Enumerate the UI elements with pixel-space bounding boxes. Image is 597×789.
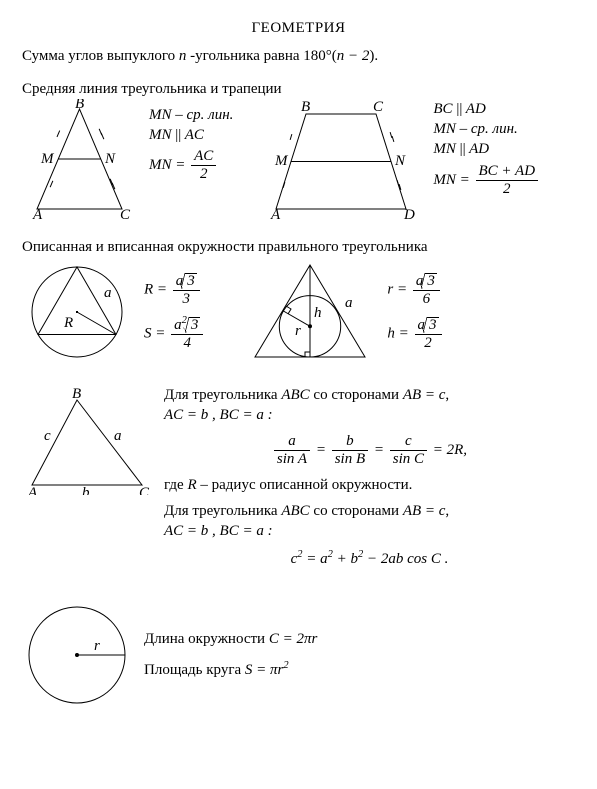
midline-section: Средняя линия треугольника и трапеции: [22, 79, 575, 219]
incircle-figure: r h a: [245, 257, 375, 367]
fraction: a3 6: [413, 273, 440, 307]
cosine-rule: c2 = a2 + b2 − 2ab cos C .: [164, 549, 575, 569]
text: Для треугольника: [164, 387, 281, 403]
text: S =: [144, 325, 169, 341]
circle-figure: r: [22, 600, 132, 710]
text: MN – ср. лин.: [433, 121, 517, 137]
svg-text:M: M: [274, 153, 289, 169]
text: MN: [149, 127, 175, 143]
text: MN =: [149, 157, 189, 173]
sides-line: AC = b , BC = a :: [164, 405, 575, 425]
expr: n − 2: [337, 48, 370, 64]
svg-text:B: B: [301, 99, 310, 115]
text: AC: [181, 127, 204, 143]
svg-text:A: A: [32, 207, 43, 219]
fraction: a3 3: [173, 273, 200, 307]
svg-text:M: M: [40, 151, 55, 167]
dot: .: [374, 48, 378, 64]
svg-text:a: a: [345, 295, 353, 311]
side: AB = c: [403, 387, 446, 403]
comma: ,: [445, 503, 449, 519]
svg-text:C: C: [139, 485, 150, 495]
svg-text:N: N: [104, 151, 116, 167]
incircle-formulas: r = a3 6 h = a3 2: [387, 273, 443, 351]
denominator: 2: [191, 166, 216, 182]
page-title: ГЕОМЕТРИЯ: [22, 18, 575, 38]
text: – радиус описанной окружности.: [197, 477, 413, 493]
text: -угольника равна 180°: [186, 48, 331, 64]
numerator: AC: [191, 149, 216, 166]
text: MN – ср. лин.: [149, 107, 233, 123]
svg-text:h: h: [314, 305, 322, 321]
circumcircle-figure: R a: [22, 257, 132, 367]
formula: C = 2πr: [269, 631, 317, 647]
side: AB = c: [403, 503, 446, 519]
abc: ABC: [281, 503, 309, 519]
svg-text:C: C: [373, 99, 384, 115]
svg-text:c: c: [44, 428, 51, 444]
svg-text:B: B: [75, 99, 84, 112]
text: BC: [433, 101, 456, 117]
text: r =: [387, 281, 410, 297]
circle-section: r Длина окружности C = 2πr Площадь круга…: [22, 600, 575, 710]
svg-text:C: C: [120, 207, 131, 219]
comma: ,: [445, 387, 449, 403]
triangle-midline-formulas: MN – ср. лин. MN || AC MN = AC 2: [149, 99, 233, 183]
text: Сумма углов выпуклого: [22, 48, 179, 64]
circumcircle-formulas: R = a3 3 S = a23 4: [144, 273, 205, 351]
svg-text:R: R: [63, 315, 73, 331]
text: AD: [462, 101, 485, 117]
abc-triangle-figure: A B C a b c: [22, 385, 152, 495]
trapezoid-midline-figure: B C A D M N: [261, 99, 421, 219]
text: Площадь круга: [144, 662, 245, 678]
svg-text:a: a: [104, 285, 112, 301]
text: Для треугольника: [164, 503, 281, 519]
denominator: 2: [476, 181, 539, 197]
fraction: AC 2: [191, 149, 216, 182]
sides-line: AC = b , BC = a :: [164, 521, 575, 541]
numerator: BC + AD: [476, 164, 539, 181]
svg-text:r: r: [295, 323, 301, 339]
text: R =: [144, 281, 171, 297]
circle-formulas: Длина окружности C = 2πr Площадь круга S…: [144, 629, 317, 680]
fraction: a23 4: [171, 317, 203, 351]
text: MN =: [433, 171, 473, 187]
abc: ABC: [281, 387, 309, 403]
text: со сторонами: [310, 503, 403, 519]
triangle-midline-figure: B A C M N: [22, 99, 137, 219]
laws-text: Для треугольника ABC со сторонами AB = c…: [164, 385, 575, 578]
text: где: [164, 477, 187, 493]
svg-text:A: A: [270, 207, 281, 219]
svg-text:D: D: [403, 207, 415, 219]
var-R: R: [187, 477, 196, 493]
trapezoid-midline-formulas: BC || AD MN – ср. лин. MN || AD MN = BC …: [433, 99, 540, 197]
circum-inscr-section: Описанная и вписанная окружности правиль…: [22, 237, 575, 367]
text: MN: [433, 141, 459, 157]
fraction: a3 2: [415, 317, 442, 351]
polygon-sum-line: Сумма углов выпуклого n -угольника равна…: [22, 46, 575, 66]
svg-text:a: a: [114, 428, 122, 444]
svg-text:A: A: [27, 485, 38, 495]
svg-text:B: B: [72, 386, 81, 402]
text: со сторонами: [310, 387, 403, 403]
svg-text:r: r: [94, 638, 100, 654]
midline-heading: Средняя линия треугольника и трапеции: [22, 79, 575, 99]
fraction: BC + AD 2: [476, 164, 539, 197]
formula: S = πr2: [245, 662, 289, 678]
text: AD: [466, 141, 489, 157]
sine-rule: asin A = bsin B = csin C = 2R,: [164, 434, 575, 467]
laws-section: A B C a b c Для треугольника ABC со стор…: [22, 385, 575, 578]
svg-text:N: N: [394, 153, 406, 169]
svg-text:b: b: [82, 485, 90, 495]
section-heading: Описанная и вписанная окружности правиль…: [22, 237, 575, 257]
text: Длина окружности: [144, 631, 269, 647]
text: h =: [387, 325, 412, 341]
